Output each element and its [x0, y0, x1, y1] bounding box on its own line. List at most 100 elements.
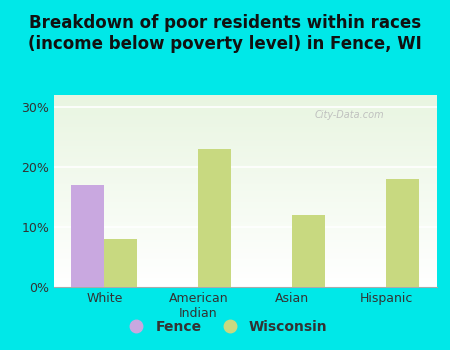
Bar [54, 254, 436, 255]
Bar [54, 218, 436, 219]
Bar [54, 168, 436, 169]
Bar [54, 217, 436, 218]
Bar [54, 176, 436, 177]
Bar [54, 188, 436, 189]
Bar [54, 172, 436, 173]
Bar [54, 183, 436, 184]
Bar [54, 276, 436, 277]
Bar [54, 263, 436, 264]
Bar [54, 256, 436, 257]
Bar [54, 118, 436, 119]
Bar [54, 265, 436, 266]
Bar [54, 105, 436, 106]
Bar [54, 215, 436, 216]
Bar [54, 103, 436, 104]
Bar [54, 190, 436, 191]
Bar [54, 205, 436, 206]
Bar [54, 126, 436, 127]
Bar [54, 147, 436, 148]
Bar [54, 211, 436, 212]
Bar [54, 275, 436, 276]
Bar [54, 141, 436, 142]
Bar [54, 213, 436, 214]
Bar [54, 136, 436, 137]
Bar [54, 154, 436, 155]
Bar [54, 257, 436, 258]
Bar [54, 96, 436, 97]
Bar [54, 152, 436, 153]
Bar [54, 122, 436, 124]
Bar [54, 112, 436, 113]
Bar [54, 244, 436, 245]
Bar [54, 283, 436, 284]
Bar [54, 284, 436, 285]
Bar [54, 223, 436, 224]
Bar [54, 270, 436, 271]
Bar [54, 202, 436, 203]
Bar [54, 214, 436, 215]
Bar [54, 160, 436, 161]
Bar [54, 196, 436, 197]
Bar [54, 177, 436, 178]
Bar [54, 137, 436, 138]
Bar [54, 191, 436, 192]
Bar [54, 189, 436, 190]
Bar [54, 117, 436, 118]
Bar [54, 157, 436, 158]
Bar [54, 243, 436, 244]
Bar [54, 208, 436, 209]
Bar [54, 224, 436, 225]
Bar [54, 233, 436, 234]
Bar [54, 216, 436, 217]
Bar [54, 201, 436, 202]
Bar [54, 255, 436, 256]
Bar [54, 135, 436, 136]
Bar [54, 234, 436, 235]
Bar [54, 230, 436, 231]
Bar [54, 274, 436, 275]
Bar [54, 127, 436, 128]
Bar [72, 185, 104, 287]
Bar [54, 246, 436, 247]
Bar [54, 285, 436, 286]
Bar [54, 204, 436, 205]
Bar [54, 236, 436, 237]
Bar [54, 231, 436, 232]
Bar [54, 161, 436, 162]
Bar [54, 198, 436, 200]
Bar [54, 193, 436, 194]
Bar [54, 163, 436, 164]
Bar [54, 267, 436, 268]
Bar [54, 108, 436, 109]
Bar [54, 151, 436, 152]
Bar [54, 271, 436, 272]
Bar [54, 149, 436, 150]
Bar [54, 238, 436, 239]
Bar [54, 195, 436, 196]
Bar [54, 248, 436, 250]
Bar [54, 246, 436, 247]
Bar [54, 182, 436, 183]
Bar [198, 149, 231, 287]
Bar [54, 96, 436, 97]
Bar [54, 110, 436, 111]
Bar [54, 258, 436, 259]
Bar [54, 264, 436, 265]
Bar [54, 225, 436, 226]
Bar [54, 155, 436, 156]
Bar [54, 220, 436, 222]
Bar [386, 179, 419, 287]
Bar [54, 252, 436, 253]
Bar [54, 212, 436, 213]
Bar [54, 178, 436, 179]
Bar [54, 181, 436, 182]
Bar [54, 206, 436, 207]
Bar [54, 232, 436, 233]
Bar [54, 115, 436, 116]
Bar [54, 106, 436, 107]
Bar [54, 144, 436, 145]
Bar [54, 262, 436, 263]
Bar [54, 133, 436, 134]
Bar [54, 99, 436, 100]
Bar [54, 281, 436, 282]
